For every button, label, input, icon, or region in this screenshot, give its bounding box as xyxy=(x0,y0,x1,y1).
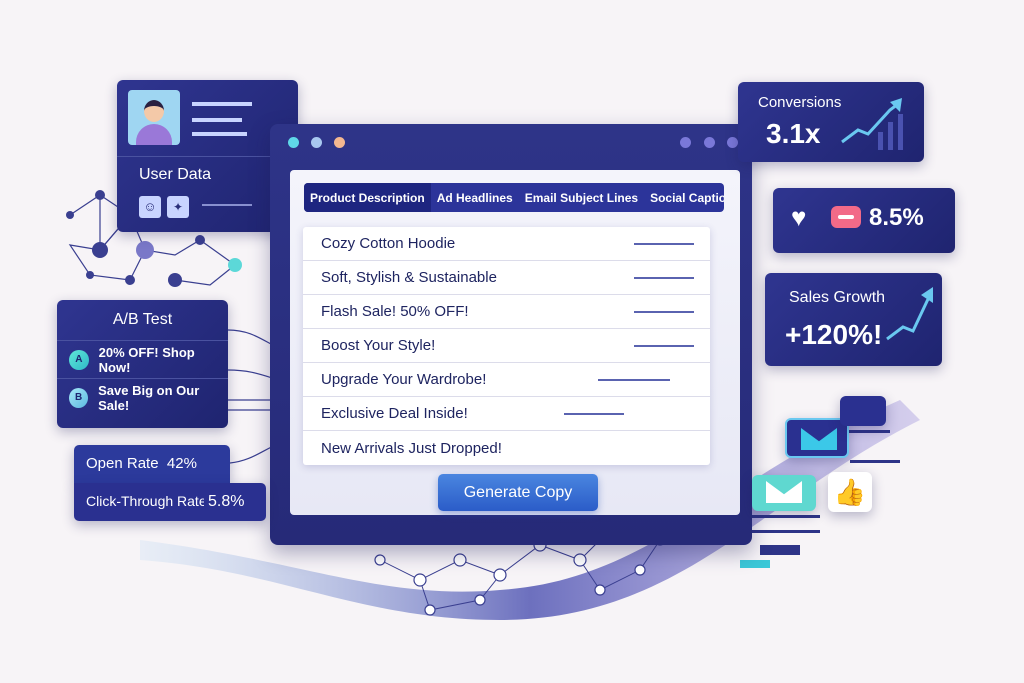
avatar xyxy=(128,90,180,145)
message-icon xyxy=(840,396,886,426)
variant-a-badge: A xyxy=(69,349,89,370)
user-data-title: User Data xyxy=(139,166,212,183)
sales-growth-card: Sales Growth +120%! xyxy=(765,273,942,366)
email-icon xyxy=(752,475,816,511)
ctr-card: Click-Through Rate 5.8% xyxy=(74,483,266,521)
list-item[interactable]: Exclusive Deal Inside! xyxy=(303,397,710,431)
open-rate-card: Open Rate 42% xyxy=(74,445,230,483)
list-item[interactable]: Upgrade Your Wardrobe! xyxy=(303,363,710,397)
tab-product-description[interactable]: Product Description xyxy=(304,183,431,212)
copy-generator-window: Product Description Ad Headlines Email S… xyxy=(270,124,752,545)
ctr-value: 5.8% xyxy=(208,493,245,510)
variant-a[interactable]: A 20% OFF! Shop Now! xyxy=(57,340,228,378)
content-type-tabs: Product Description Ad Headlines Email S… xyxy=(304,183,724,212)
social-engagement-card: ♥ 8.5% xyxy=(773,188,955,253)
thumbs-up-icon: 👍 xyxy=(828,472,872,512)
chat-bubble-icon xyxy=(831,206,861,228)
list-item[interactable]: Cozy Cotton Hoodie xyxy=(303,227,710,261)
user-data-card: User Data ☺ ✦ xyxy=(117,80,298,232)
twitter-bird-icon: ✦ xyxy=(167,196,189,218)
email-icon xyxy=(785,418,849,458)
generated-copy-list: Cozy Cotton Hoodie Soft, Stylish & Susta… xyxy=(303,227,710,465)
list-item[interactable]: Soft, Stylish & Sustainable xyxy=(303,261,710,295)
open-rate-value: 42% xyxy=(166,455,197,472)
list-item[interactable]: Flash Sale! 50% OFF! xyxy=(303,295,710,329)
variant-b-badge: B xyxy=(69,387,89,408)
tab-social-captions[interactable]: Social Captions xyxy=(650,190,724,205)
list-item[interactable]: Boost Your Style! xyxy=(303,329,710,363)
trend-up-icon xyxy=(841,98,903,150)
user-icon: ☺ xyxy=(139,196,161,218)
ab-test-card: A/B Test A 20% OFF! Shop Now! B Save Big o… xyxy=(57,300,228,428)
conversions-card: Conversions 3.1x xyxy=(738,82,924,162)
tab-email-subject-lines[interactable]: Email Subject Lines xyxy=(524,190,639,205)
generate-copy-button[interactable]: Generate Copy xyxy=(438,474,598,511)
heart-icon: ♥ xyxy=(791,202,807,232)
conversions-value: 3.1x xyxy=(766,118,821,149)
growth-arrow-icon xyxy=(886,287,933,341)
list-item[interactable]: New Arrivals Just Dropped! xyxy=(321,439,502,457)
tab-ad-headlines[interactable]: Ad Headlines xyxy=(436,190,513,205)
sales-growth-value: +120%! xyxy=(785,319,883,350)
variant-b[interactable]: B Save Big on Our Sale! xyxy=(57,378,228,416)
engagement-value: 8.5% xyxy=(869,204,924,231)
ab-test-title: A/B Test xyxy=(112,311,173,328)
